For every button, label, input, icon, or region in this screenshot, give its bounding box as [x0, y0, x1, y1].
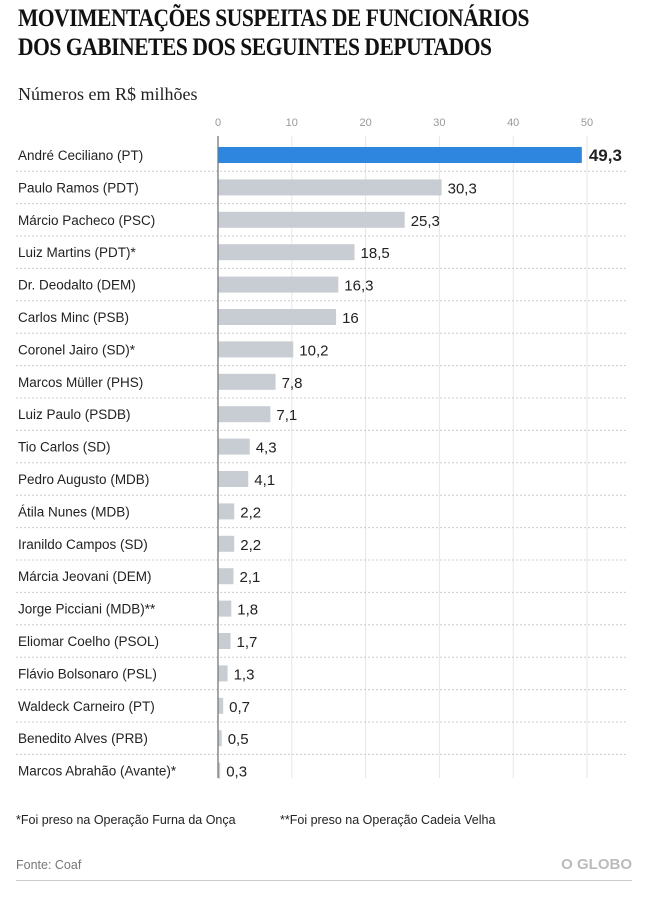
- bar: [218, 309, 337, 325]
- bar: [218, 341, 294, 358]
- value-label: 1,7: [237, 634, 258, 651]
- bar: [218, 697, 224, 714]
- value-label: 18,5: [361, 245, 390, 262]
- footnote-2: **Foi preso na Operação Cadeia Velha: [280, 813, 496, 827]
- bar: [218, 730, 222, 747]
- value-label: 2,1: [239, 569, 260, 586]
- footnote-1: *Foi preso na Operação Furna da Onça: [16, 813, 236, 827]
- tick-label: 50: [581, 117, 593, 129]
- category-label: Jorge Picciani (MDB)**: [18, 602, 156, 617]
- tick-label: 0: [215, 117, 221, 129]
- category-label: Coronel Jairo (SD)*: [18, 342, 136, 357]
- tick-label: 10: [286, 117, 298, 129]
- bar: [218, 211, 405, 228]
- bar-chart: 0 10 20 30 40 50 André Ceciliano (PT) 49,3 Paulo…: [16, 117, 628, 781]
- bar: [218, 373, 276, 390]
- title-line-2: DOS GABINETES DOS SEGUINTES DEPUTADOS: [18, 34, 492, 61]
- category-label: Eliomar Coelho (PSOL): [18, 634, 159, 649]
- value-label: 30,3: [448, 180, 477, 197]
- bar: [218, 438, 250, 455]
- bar: [218, 600, 232, 617]
- value-label: 25,3: [411, 213, 440, 230]
- value-label: 7,8: [282, 375, 303, 392]
- value-label: 10,2: [299, 342, 328, 359]
- bar: [218, 147, 582, 163]
- bar: [218, 179, 442, 196]
- bar: [218, 503, 235, 520]
- category-label: Waldeck Carneiro (PT): [18, 699, 155, 714]
- logo: O GLOBO: [561, 856, 632, 873]
- bar: [218, 535, 235, 552]
- value-label: 2,2: [240, 537, 261, 554]
- source-note: Fonte: Coaf: [16, 858, 82, 872]
- tick-label: 40: [507, 117, 519, 129]
- bar: [218, 471, 249, 487]
- category-label: Marcos Müller (PHS): [18, 375, 143, 390]
- value-label: 7,1: [276, 407, 297, 424]
- value-label: 49,3: [589, 146, 622, 165]
- value-label: 0,5: [228, 731, 249, 748]
- tick-label: 30: [433, 117, 445, 129]
- value-label: 4,3: [256, 440, 277, 457]
- bar: [218, 665, 228, 682]
- category-label: Átila Nunes (MDB): [18, 504, 130, 519]
- category-label: Benedito Alves (PRB): [18, 731, 148, 746]
- category-label: Marcos Abrahão (Avante)*: [18, 764, 177, 779]
- category-label: Tio Carlos (SD): [18, 440, 111, 455]
- category-label: Pedro Augusto (MDB): [18, 472, 149, 487]
- category-label: Márcia Jeovani (DEM): [18, 569, 152, 584]
- value-label: 16: [342, 310, 359, 327]
- category-label: Luiz Martins (PDT)*: [18, 245, 137, 260]
- category-label: Dr. Deodalto (DEM): [18, 278, 136, 293]
- value-label: 2,2: [240, 504, 261, 521]
- bar: [218, 406, 271, 423]
- value-label: 1,8: [237, 602, 258, 619]
- category-label: Flávio Bolsonaro (PSL): [18, 666, 157, 681]
- bar: [218, 762, 221, 779]
- chart-subtitle: Números em R$ milhões: [18, 84, 198, 104]
- bar: [218, 244, 355, 261]
- category-label: André Ceciliano (PT): [18, 148, 143, 163]
- category-label: Paulo Ramos (PDT): [18, 180, 139, 195]
- category-label: Iranildo Campos (SD): [18, 537, 148, 552]
- value-label: 16,3: [344, 278, 373, 295]
- bar: [218, 568, 234, 585]
- title-line-1: MOVIMENTAÇÕES SUSPEITAS DE FUNCIONÁRIOS: [18, 5, 530, 32]
- value-label: 0,3: [226, 764, 247, 781]
- tick-label: 20: [359, 117, 371, 129]
- bar: [218, 276, 339, 293]
- category-label: Márcio Pacheco (PSC): [18, 213, 155, 228]
- value-label: 0,7: [229, 699, 250, 716]
- chart-title: MOVIMENTAÇÕES SUSPEITAS DE FUNCIONÁRIOS …: [18, 4, 529, 62]
- divider: [16, 880, 632, 881]
- bar: [218, 633, 231, 649]
- category-label: Luiz Paulo (PSDB): [18, 407, 131, 422]
- value-label: 4,1: [254, 472, 275, 489]
- category-label: Carlos Minc (PSB): [18, 310, 129, 325]
- value-label: 1,3: [234, 666, 255, 683]
